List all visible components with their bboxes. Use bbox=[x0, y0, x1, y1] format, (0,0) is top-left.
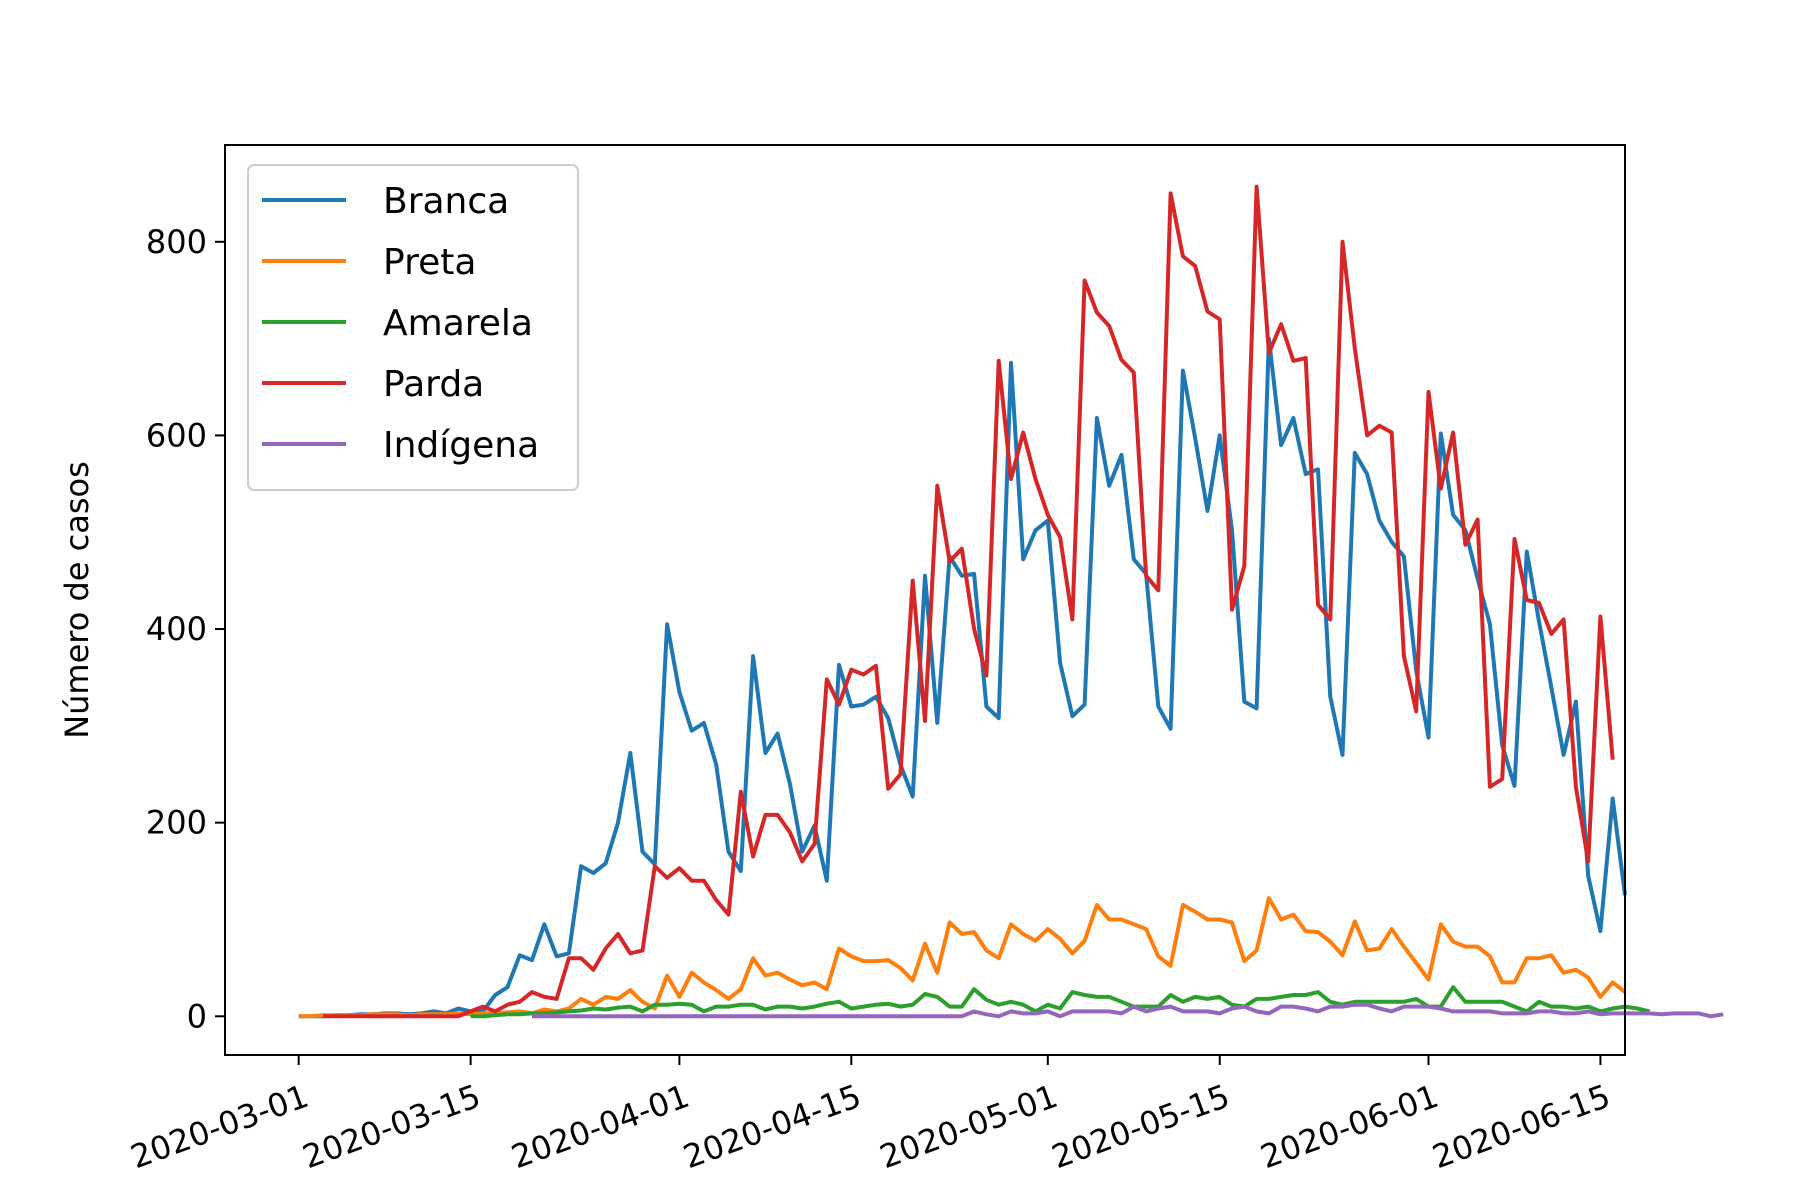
legend-label: Preta bbox=[383, 242, 476, 283]
x-tick-label: 2020-05-01 bbox=[875, 1077, 1063, 1176]
legend: Branca Preta Amarela Parda Indígena bbox=[247, 164, 579, 491]
legend-label: Indígena bbox=[383, 425, 539, 466]
x-tick-label: 2020-03-01 bbox=[126, 1077, 314, 1176]
series-line-3 bbox=[323, 184, 1615, 1019]
legend-label: Parda bbox=[383, 364, 484, 405]
legend-label: Branca bbox=[383, 181, 509, 222]
x-tick-label: 2020-04-01 bbox=[506, 1077, 694, 1176]
plot-frame bbox=[224, 144, 1626, 1056]
x-tick-label: 2020-03-15 bbox=[298, 1077, 486, 1176]
series-line-2 bbox=[470, 985, 1651, 1019]
series-line-0 bbox=[298, 336, 1627, 1019]
y-tick-label: 400 bbox=[146, 610, 207, 648]
y-axis-label: Número de casos bbox=[58, 461, 96, 739]
x-tick-label: 2020-06-01 bbox=[1255, 1077, 1443, 1176]
y-tick-label: 600 bbox=[146, 416, 207, 454]
legend-label: Amarela bbox=[383, 303, 533, 344]
series-line-4 bbox=[532, 1002, 1724, 1019]
y-tick-label: 800 bbox=[146, 223, 207, 261]
series-line-1 bbox=[298, 896, 1627, 1019]
legend-box bbox=[247, 164, 579, 491]
x-tick-label: 2020-05-15 bbox=[1047, 1077, 1235, 1176]
series-layer bbox=[298, 184, 1724, 1019]
y-tick-label: 0 bbox=[187, 997, 207, 1035]
x-tick-label: 2020-06-15 bbox=[1427, 1077, 1615, 1176]
y-tick-label: 200 bbox=[146, 804, 207, 842]
x-tick-label: 2020-04-15 bbox=[678, 1077, 866, 1176]
y-axis: 0 200 400 600 800 bbox=[146, 223, 225, 1035]
